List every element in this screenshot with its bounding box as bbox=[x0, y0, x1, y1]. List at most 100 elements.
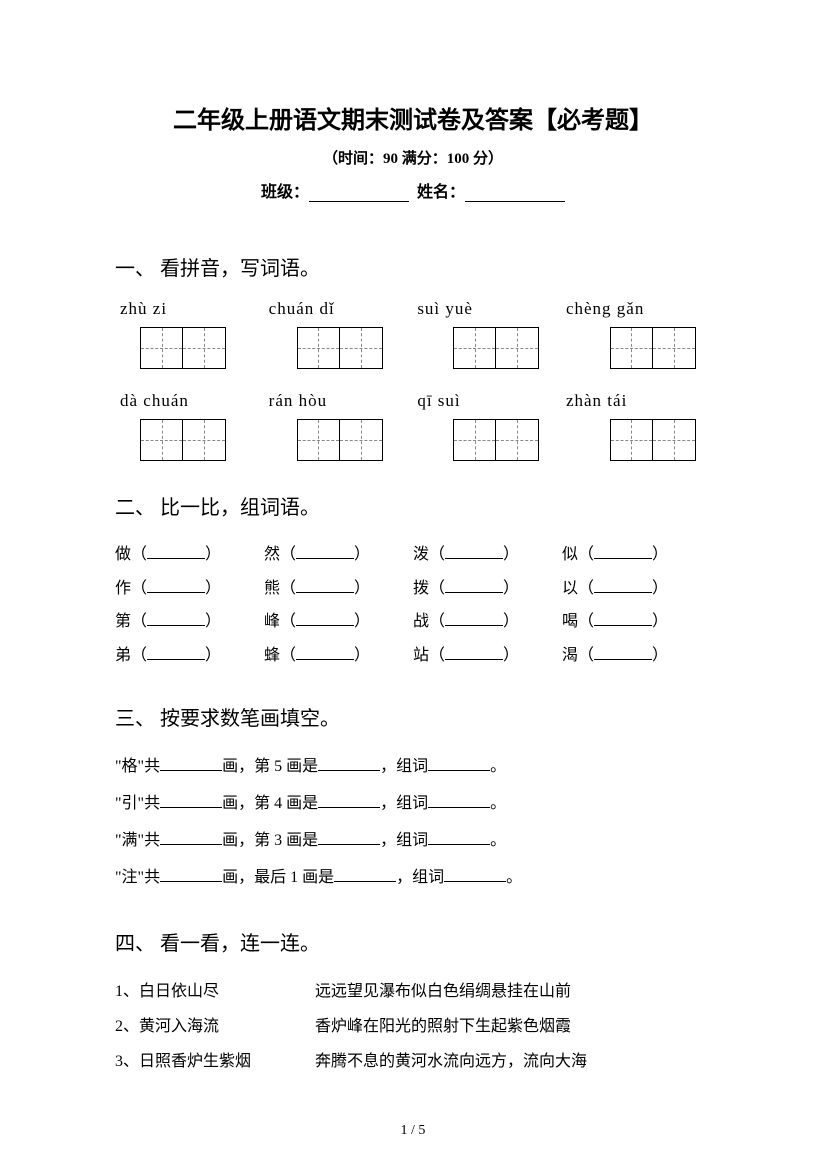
char-box[interactable] bbox=[297, 419, 383, 461]
char-box[interactable] bbox=[453, 419, 539, 461]
stroke-mid: 画，第 5 画是 bbox=[222, 758, 318, 775]
section2-heading: 二、 比一比，组词语。 bbox=[115, 491, 711, 520]
stroke-char: "注"共 bbox=[115, 869, 160, 886]
word-prefix: 第（ bbox=[115, 613, 147, 630]
match-left[interactable]: 1、白日依山尽 bbox=[115, 974, 315, 1009]
word-close: ） bbox=[652, 580, 668, 597]
word-item: 做（） bbox=[115, 538, 264, 572]
box-row-1 bbox=[115, 327, 711, 369]
stroke-blank[interactable] bbox=[334, 868, 396, 882]
box-row-2 bbox=[115, 419, 711, 461]
section1-heading: 一、 看拼音，写词语。 bbox=[115, 252, 711, 281]
word-prefix: 似（ bbox=[562, 546, 594, 563]
char-box[interactable] bbox=[297, 327, 383, 369]
stroke-char: "引"共 bbox=[115, 795, 160, 812]
word-blank[interactable] bbox=[147, 646, 205, 660]
stroke-blank[interactable] bbox=[318, 757, 380, 771]
stroke-blank[interactable] bbox=[318, 794, 380, 808]
word-prefix: 弟（ bbox=[115, 647, 147, 664]
stroke-mid: 画，第 4 画是 bbox=[222, 795, 318, 812]
word-item: 第（） bbox=[115, 605, 264, 639]
class-blank[interactable] bbox=[309, 186, 409, 202]
match-right[interactable]: 香炉峰在阳光的照射下生起紫色烟霞 bbox=[315, 1009, 711, 1044]
word-blank[interactable] bbox=[445, 545, 503, 559]
word-blank[interactable] bbox=[594, 579, 652, 593]
word-blank[interactable] bbox=[296, 612, 354, 626]
word-blank[interactable] bbox=[594, 646, 652, 660]
subtitle: （时间：90 满分：100 分） bbox=[115, 147, 711, 168]
pinyin-2-4: zhàn tái bbox=[566, 391, 706, 411]
char-box[interactable] bbox=[610, 327, 696, 369]
word-close: ） bbox=[652, 613, 668, 630]
stroke-period: 。 bbox=[490, 795, 506, 812]
word-prefix: 战（ bbox=[413, 613, 445, 630]
word-grid: 做（）然（）泼（）似（）作（）熊（）拨（）以（）第（）峰（）战（）喝（）弟（）蜂… bbox=[115, 538, 711, 672]
stroke-blank[interactable] bbox=[428, 831, 490, 845]
stroke-line: "格"共 画，第 5 画是 ，组词 。 bbox=[115, 749, 711, 786]
info-line: 班级： 姓名： bbox=[115, 178, 711, 202]
char-box[interactable] bbox=[453, 327, 539, 369]
name-blank[interactable] bbox=[465, 186, 565, 202]
word-blank[interactable] bbox=[594, 612, 652, 626]
stroke-blank[interactable] bbox=[318, 831, 380, 845]
stroke-blank[interactable] bbox=[160, 831, 222, 845]
word-blank[interactable] bbox=[296, 579, 354, 593]
word-blank[interactable] bbox=[445, 579, 503, 593]
match-left[interactable]: 3、日照香炉生紫烟 bbox=[115, 1044, 315, 1079]
word-blank[interactable] bbox=[147, 579, 205, 593]
page-number: 1 / 5 bbox=[0, 1123, 826, 1139]
pinyin-2-3: qī suì bbox=[417, 391, 557, 411]
class-label: 班级： bbox=[261, 184, 309, 201]
char-box[interactable] bbox=[140, 327, 226, 369]
word-blank[interactable] bbox=[296, 646, 354, 660]
word-blank[interactable] bbox=[296, 545, 354, 559]
word-item: 喝（） bbox=[562, 605, 711, 639]
pinyin-1-1: zhù zi bbox=[120, 299, 260, 319]
word-prefix: 拨（ bbox=[413, 580, 445, 597]
word-close: ） bbox=[354, 647, 370, 664]
pinyin-1-2: chuán dǐ bbox=[269, 299, 409, 319]
stroke-end: ，组词 bbox=[380, 758, 428, 775]
stroke-blank[interactable] bbox=[160, 868, 222, 882]
word-prefix: 熊（ bbox=[264, 580, 296, 597]
stroke-period: 。 bbox=[506, 869, 522, 886]
stroke-blank[interactable] bbox=[428, 794, 490, 808]
stroke-period: 。 bbox=[490, 758, 506, 775]
word-item: 站（） bbox=[413, 639, 562, 673]
word-item: 熊（） bbox=[264, 572, 413, 606]
word-item: 渴（） bbox=[562, 639, 711, 673]
word-blank[interactable] bbox=[445, 646, 503, 660]
char-box[interactable] bbox=[140, 419, 226, 461]
pinyin-1-3: suì yuè bbox=[417, 299, 557, 319]
word-close: ） bbox=[503, 580, 519, 597]
word-blank[interactable] bbox=[147, 545, 205, 559]
stroke-end: ，组词 bbox=[396, 869, 444, 886]
stroke-blank[interactable] bbox=[160, 794, 222, 808]
pinyin-row-1: zhù zi chuán dǐ suì yuè chèng gǎn bbox=[115, 299, 711, 319]
word-blank[interactable] bbox=[147, 612, 205, 626]
word-prefix: 然（ bbox=[264, 546, 296, 563]
word-blank[interactable] bbox=[445, 612, 503, 626]
word-item: 似（ ） bbox=[562, 538, 711, 572]
stroke-line: "满"共画，第 3 画是，组词。 bbox=[115, 823, 711, 860]
word-item: 峰（） bbox=[264, 605, 413, 639]
word-close: ） bbox=[652, 546, 668, 563]
stroke-char: "格"共 bbox=[115, 758, 160, 775]
word-close: ） bbox=[354, 613, 370, 630]
word-close: ） bbox=[652, 647, 668, 664]
stroke-blank[interactable] bbox=[428, 757, 490, 771]
word-prefix: 作（ bbox=[115, 580, 147, 597]
match-rows: 1、白日依山尽远远望见瀑布似白色绢绸悬挂在山前2、黄河入海流香炉峰在阳光的照射下… bbox=[115, 974, 711, 1080]
word-item: 蜂（） bbox=[264, 639, 413, 673]
stroke-lines: "格"共画，第 5 画是，组词。"引"共画，第 4 画是，组词。"满"共画，第 … bbox=[115, 749, 711, 896]
match-right[interactable]: 奔腾不息的黄河水流向远方，流向大海 bbox=[315, 1044, 711, 1079]
word-blank[interactable] bbox=[594, 545, 652, 559]
stroke-blank[interactable] bbox=[160, 757, 222, 771]
word-item: 战（） bbox=[413, 605, 562, 639]
match-left[interactable]: 2、黄河入海流 bbox=[115, 1009, 315, 1044]
page-title: 二年级上册语文期末测试卷及答案【必考题】 bbox=[115, 100, 711, 135]
stroke-blank[interactable] bbox=[444, 868, 506, 882]
match-right[interactable]: 远远望见瀑布似白色绢绸悬挂在山前 bbox=[315, 974, 711, 1009]
char-box[interactable] bbox=[610, 419, 696, 461]
pinyin-2-2: rán hòu bbox=[269, 391, 409, 411]
